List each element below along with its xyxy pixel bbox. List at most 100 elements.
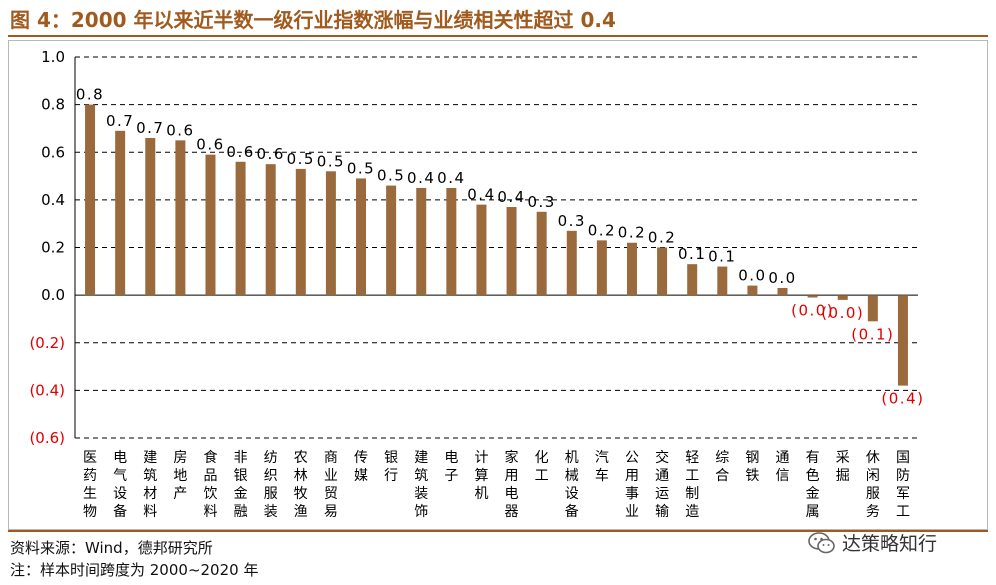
y-tick-label: (0.2): [29, 334, 65, 352]
x-tick-label: 计算机: [474, 450, 488, 502]
data-label: 0.5: [287, 150, 315, 168]
wechat-icon: [808, 531, 835, 553]
x-tick-label: 有色金属: [806, 450, 820, 520]
bar: [777, 287, 788, 296]
x-tick-label: 家用电器: [505, 449, 519, 520]
data-label: 0.2: [618, 224, 646, 242]
data-label: 0.6: [196, 136, 224, 154]
bar: [837, 295, 848, 300]
x-tick-label: 电子: [444, 450, 458, 484]
data-label: 0.3: [558, 212, 586, 230]
bar: [295, 168, 306, 296]
data-label: (0.0): [821, 304, 864, 322]
y-tick-label: 0.0: [41, 286, 65, 304]
data-label: 0.2: [648, 229, 676, 247]
bar: [596, 240, 607, 296]
data-label: 0.8: [76, 86, 104, 104]
x-tick-label: 化工: [535, 450, 549, 484]
x-tick-label: 建筑材料: [143, 450, 157, 520]
brand-text: 达策略知行: [842, 533, 938, 555]
brand-watermark: 达策略知行: [808, 529, 937, 556]
data-label: 0.4: [437, 169, 465, 187]
x-tick-label: 交通运输: [655, 449, 669, 520]
bar: [235, 161, 246, 296]
data-label: 0.1: [678, 245, 706, 263]
y-tick-label: (0.6): [29, 429, 65, 447]
data-label: 0.0: [768, 269, 796, 287]
bar: [897, 295, 908, 386]
data-label: 0.2: [588, 221, 616, 239]
x-tick-label: 综合: [715, 450, 729, 484]
x-tick-label: 轻工制造: [685, 450, 699, 520]
y-tick-label: 0.8: [41, 96, 65, 114]
bar: [506, 207, 517, 296]
x-tick-label: 国防军工: [896, 450, 910, 520]
bar: [566, 230, 577, 296]
chart-title: 图 4：2000 年以来近半数一级行业指数涨幅与业绩相关性超过 0.4: [10, 8, 616, 32]
y-tick-label: 0.2: [41, 239, 65, 257]
x-tick-label: 汽车: [595, 450, 609, 484]
data-label: 0.3: [527, 193, 555, 211]
x-tick-label: 电气设备: [113, 450, 127, 520]
bar: [626, 242, 637, 296]
data-label: 0.4: [467, 186, 495, 204]
bar: [386, 185, 397, 296]
x-tick-label: 食品饮料: [203, 449, 217, 520]
x-tick-label: 纺织服装: [264, 450, 278, 520]
data-label: 0.6: [257, 145, 285, 163]
bar: [536, 211, 547, 296]
bar: [265, 164, 276, 296]
data-label: 0.4: [497, 188, 525, 206]
data-label: 0.4: [407, 169, 435, 187]
x-tick-label: 非银金融: [234, 450, 248, 520]
y-tick-label: 1.0: [41, 48, 65, 66]
x-tick-label: 银行: [384, 450, 398, 484]
bar: [807, 295, 818, 298]
y-tick-label: (0.4): [29, 381, 65, 399]
bar: [205, 154, 216, 296]
x-tick-label: 医药生物: [83, 450, 97, 520]
data-label: (0.1): [851, 325, 894, 343]
x-tick-label: 采掘: [836, 450, 850, 484]
x-tick-label: 公用事业: [625, 450, 639, 520]
bar: [747, 285, 758, 296]
bar-chart: 1.0 0.8 0.6 0.4 0.2 0.0 (0.2) (0.4) (0.6) 0.8 医药生物…: [29, 48, 924, 520]
x-tick-label: 钢铁: [745, 450, 759, 484]
bar: [717, 266, 728, 296]
data-label: 0.0: [738, 267, 766, 285]
data-label: 0.7: [106, 112, 134, 130]
x-tick-label: 房地产: [173, 450, 187, 502]
sample-note: 注：样本时间跨度为 2000~2020 年: [10, 561, 259, 579]
data-label: (0.0): [791, 302, 834, 320]
bar: [687, 264, 698, 296]
data-label: 0.7: [136, 119, 164, 137]
data-label: 0.1: [708, 248, 736, 266]
data-label: 0.5: [347, 159, 375, 177]
bar: [325, 171, 336, 296]
bar: [867, 295, 878, 322]
x-tick-label: 机械设备: [565, 450, 579, 520]
x-tick-label: 农林牧渔: [294, 450, 308, 520]
data-label: 0.5: [377, 167, 405, 185]
bar: [356, 178, 367, 296]
bar: [85, 104, 96, 296]
x-tick-label: 通信: [776, 450, 790, 484]
data-label: 0.6: [166, 121, 194, 139]
data-label: 0.5: [317, 152, 345, 170]
y-tick-label: 0.6: [41, 143, 65, 161]
chart-frame: [8, 40, 988, 530]
source-note: 资料来源：Wind，德邦研究所: [10, 539, 213, 557]
bar: [145, 137, 156, 296]
x-tick-label: 建筑装饰: [414, 450, 428, 520]
bar: [657, 247, 668, 296]
bar: [416, 187, 427, 296]
bar: [175, 140, 186, 296]
x-tick-label: 传媒: [354, 450, 368, 484]
y-tick-label: 0.4: [41, 191, 65, 209]
x-tick-label: 休闲服务: [866, 450, 880, 520]
footer-rule: [8, 530, 988, 532]
x-tick-label: 商业贸易: [324, 450, 338, 520]
bar: [446, 187, 457, 296]
data-label: (0.4): [881, 390, 924, 408]
bar: [476, 204, 487, 296]
